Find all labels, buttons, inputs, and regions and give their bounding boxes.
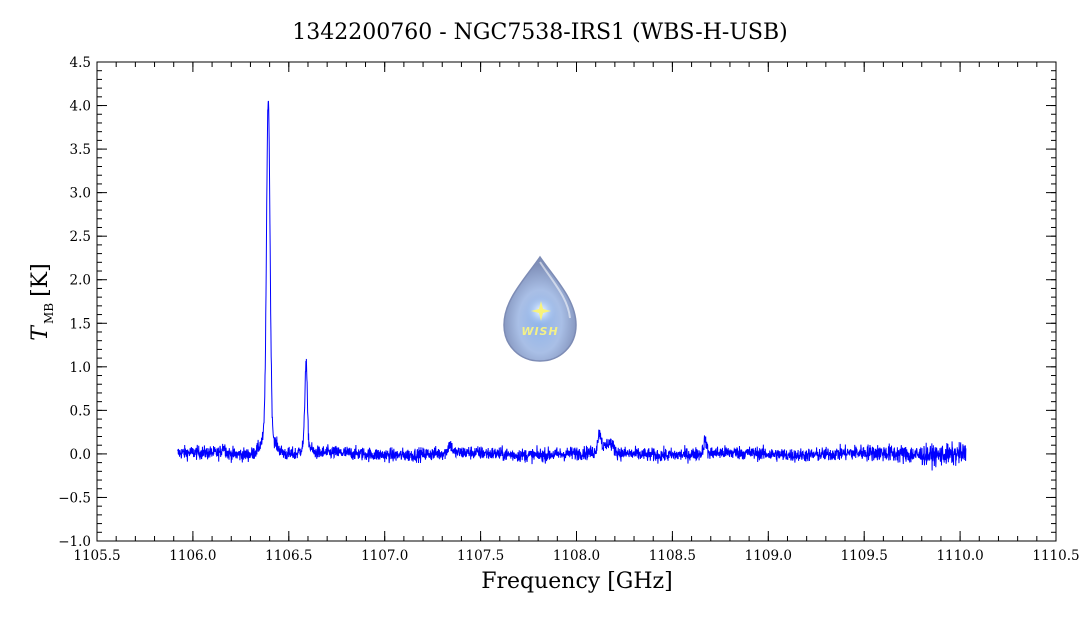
y-axis-label-unit: [K] (28, 263, 53, 297)
x-tick-label: 1106.5 (265, 548, 312, 564)
x-tick-label: 1109.5 (841, 548, 888, 564)
y-tick-label: 3.0 (70, 186, 91, 202)
y-tick-label: 4.5 (70, 55, 91, 71)
y-tick-label: 1.5 (70, 316, 91, 332)
y-tick-label: 0.0 (70, 447, 91, 463)
x-tick-label: 1109.0 (745, 548, 792, 564)
y-tick-label: 3.5 (70, 142, 91, 158)
x-tick-label: 1108.0 (553, 548, 600, 564)
x-tick-label: 1110.5 (1032, 548, 1079, 564)
x-axis-label: Frequency [GHz] (481, 569, 673, 594)
wish-logo-text: WISH (521, 325, 558, 338)
plot-frame (96, 61, 1057, 542)
x-tick-label: 1107.5 (457, 548, 504, 564)
wish-logo: WISH (503, 255, 577, 362)
y-tick-label: 2.5 (70, 229, 91, 245)
y-tick-label: 4.0 (70, 99, 91, 115)
y-tick-label: 0.5 (70, 403, 91, 419)
svg-text:TMB[K]: TMB [K] (28, 263, 56, 340)
axes: 1105.5 1106.0 1106.5 1107.0 1107.5 1108.0 1108… (58, 55, 1079, 564)
y-tick-label: 1.0 (70, 360, 91, 376)
x-tick-label: 1110.0 (936, 548, 983, 564)
x-tick-label: 1106.0 (169, 548, 216, 564)
y-tick-label: −0.5 (58, 490, 91, 506)
chart-title: 1342200760 - NGC7538-IRS1 (WBS-H-USB) (292, 20, 787, 45)
x-tick-label: 1105.5 (73, 548, 120, 564)
y-tick-label: 2.0 (70, 273, 91, 289)
x-tick-label: 1107.0 (361, 548, 408, 564)
y-tick-label: −1.0 (58, 534, 91, 550)
x-tick-label: 1108.5 (649, 548, 696, 564)
y-axis-label: TMB [K] (28, 263, 56, 340)
y-axis-label-subscript: MB (42, 303, 56, 324)
y-axis-label-symbol: T (28, 324, 53, 341)
series-spectrum-line (177, 100, 967, 471)
